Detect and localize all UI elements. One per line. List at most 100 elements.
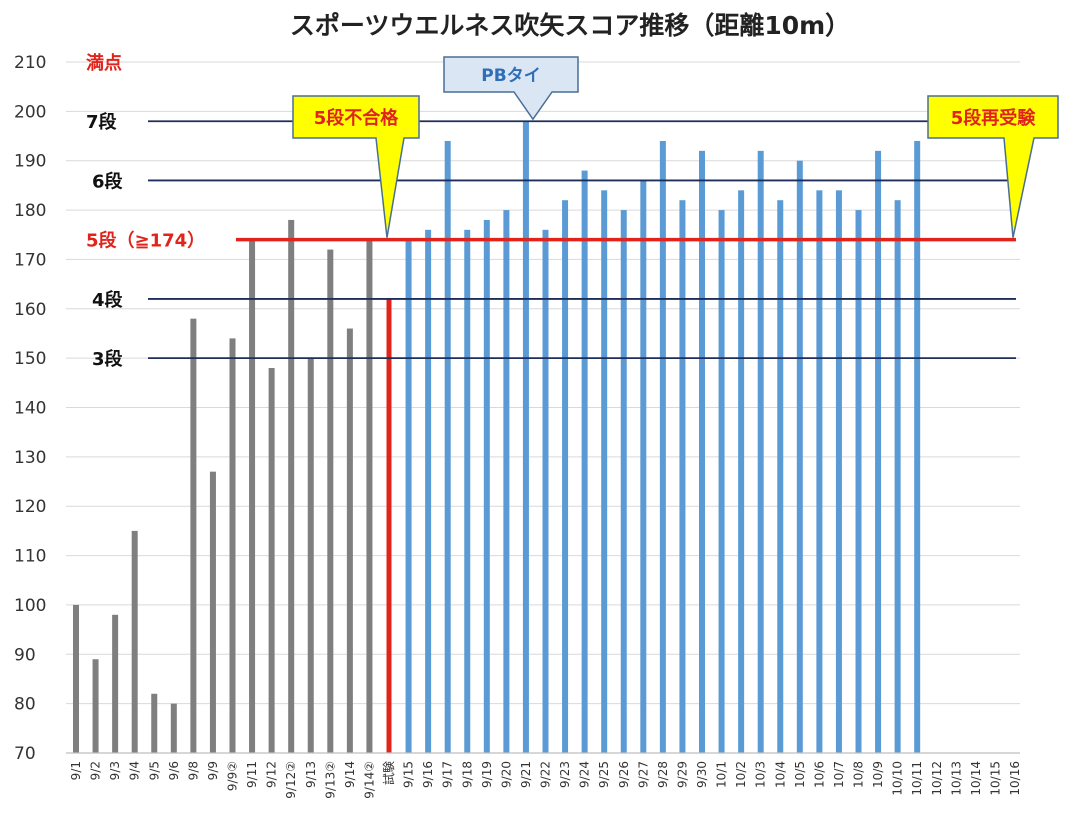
y-tick-label: 190 — [14, 152, 46, 172]
bar — [131, 530, 138, 753]
bar — [307, 358, 314, 753]
callout-text: PBタイ — [481, 66, 540, 86]
reference-line-label: 5段（≧174） — [86, 230, 205, 252]
bar — [444, 140, 451, 753]
y-tick-label: 180 — [14, 201, 46, 221]
bar — [464, 229, 471, 754]
y-tick-label: 120 — [14, 497, 46, 517]
bar — [503, 210, 510, 754]
annotation-callout: 5段不合格 — [292, 95, 420, 238]
x-tick-label: 9/30 — [695, 761, 709, 788]
bar — [659, 140, 666, 753]
y-tick-label: 200 — [14, 102, 46, 122]
x-tick-label: 9/11 — [245, 761, 259, 788]
y-tick-label: 90 — [14, 645, 36, 665]
reference-lines: 満点 7段 6段 5段（≧174） 4段 3段 — [86, 52, 1016, 370]
bar — [875, 150, 882, 754]
bar — [738, 190, 745, 754]
x-tick-label: 10/11 — [910, 761, 924, 796]
x-tick-label: 9/27 — [636, 761, 650, 788]
x-tick-label: 9/9② — [226, 761, 240, 791]
y-tick-label: 100 — [14, 596, 46, 616]
bar — [855, 210, 862, 754]
x-tick-label: 9/15 — [402, 761, 416, 788]
x-tick-label: 10/13 — [949, 761, 963, 796]
bar — [640, 180, 647, 753]
x-axis: 9/1 9/2 9/3 9/4 9/5 9/6 9/8 9/9 9/9② 9/11 9/12 9/12… — [66, 752, 1022, 799]
y-tick-label: 130 — [14, 448, 46, 468]
bar — [522, 121, 529, 753]
annotation-callout: 5段再受験 — [927, 95, 1059, 238]
x-tick-label: 9/8 — [186, 761, 200, 780]
bar — [346, 328, 353, 753]
x-tick-label: 9/22 — [539, 761, 553, 788]
bar — [425, 229, 432, 754]
x-tick-label: 9/24 — [578, 761, 592, 788]
x-tick-label: 10/4 — [773, 761, 787, 788]
x-tick-label: 9/13② — [323, 761, 337, 799]
bar — [894, 200, 901, 753]
x-tick-label: 10/16 — [1008, 761, 1022, 796]
bar — [542, 229, 549, 754]
bar — [190, 318, 197, 753]
y-tick-label: 80 — [14, 695, 36, 715]
x-tick-label: 9/23 — [558, 761, 572, 788]
bar — [581, 170, 588, 754]
bar — [620, 210, 627, 754]
x-tick-label: 9/14② — [362, 761, 376, 799]
bar — [73, 604, 79, 753]
x-tick-label: 10/7 — [832, 761, 846, 788]
bar — [92, 659, 99, 753]
bar — [835, 190, 842, 754]
y-tick-label: 110 — [14, 547, 46, 567]
x-tick-label: 10/14 — [969, 761, 983, 796]
x-tick-label: 10/8 — [852, 761, 866, 788]
x-tick-label: 10/5 — [793, 761, 807, 788]
x-tick-label: 10/9 — [871, 761, 885, 788]
bar — [405, 239, 412, 753]
bar — [229, 338, 236, 753]
bar — [170, 703, 177, 753]
bar — [249, 239, 256, 753]
x-tick-label: 9/18 — [460, 761, 474, 788]
x-tick-label: 9/4 — [128, 761, 142, 780]
bar — [386, 298, 392, 753]
x-tick-label: 9/29 — [675, 761, 689, 788]
bar — [816, 190, 823, 754]
x-tick-label: 9/3 — [108, 761, 122, 780]
bar — [777, 200, 784, 753]
bar — [757, 150, 764, 754]
x-tick-label: 9/12 — [265, 761, 279, 788]
callout-shape — [292, 95, 420, 238]
bar — [366, 239, 373, 753]
bar — [209, 471, 216, 753]
bar — [327, 249, 334, 754]
bars — [73, 121, 921, 754]
y-tick-label: 150 — [14, 349, 46, 369]
y-axis: 70 80 90 100 110 120 130 140 150 160 170 180 190 200 2… — [14, 53, 46, 764]
x-tick-label: 9/28 — [656, 761, 670, 788]
callout-text: 5段不合格 — [314, 107, 400, 129]
bar — [679, 200, 686, 753]
x-tick-label: 9/12② — [284, 761, 298, 799]
bar — [268, 368, 275, 753]
x-tick-label: 9/19 — [480, 761, 494, 788]
reference-line-label: 3段 — [92, 348, 124, 370]
callout-shape — [927, 95, 1059, 238]
x-tick-label: 9/2 — [89, 761, 103, 780]
bar — [151, 693, 158, 753]
reference-line-label: 4段 — [92, 289, 124, 311]
x-tick-label: 9/21 — [519, 761, 533, 788]
x-tick-label: 10/12 — [930, 761, 944, 796]
x-tick-label: 10/2 — [734, 761, 748, 788]
bar — [796, 160, 803, 753]
bar — [699, 150, 705, 754]
reference-line-label: 6段 — [92, 170, 124, 192]
x-tick-label: 10/15 — [988, 761, 1002, 796]
bar — [914, 140, 921, 753]
x-tick-label: 試験 — [381, 761, 396, 785]
bar — [112, 614, 119, 753]
x-tick-label: 9/6 — [167, 761, 181, 780]
x-tick-label: 9/20 — [499, 761, 513, 788]
